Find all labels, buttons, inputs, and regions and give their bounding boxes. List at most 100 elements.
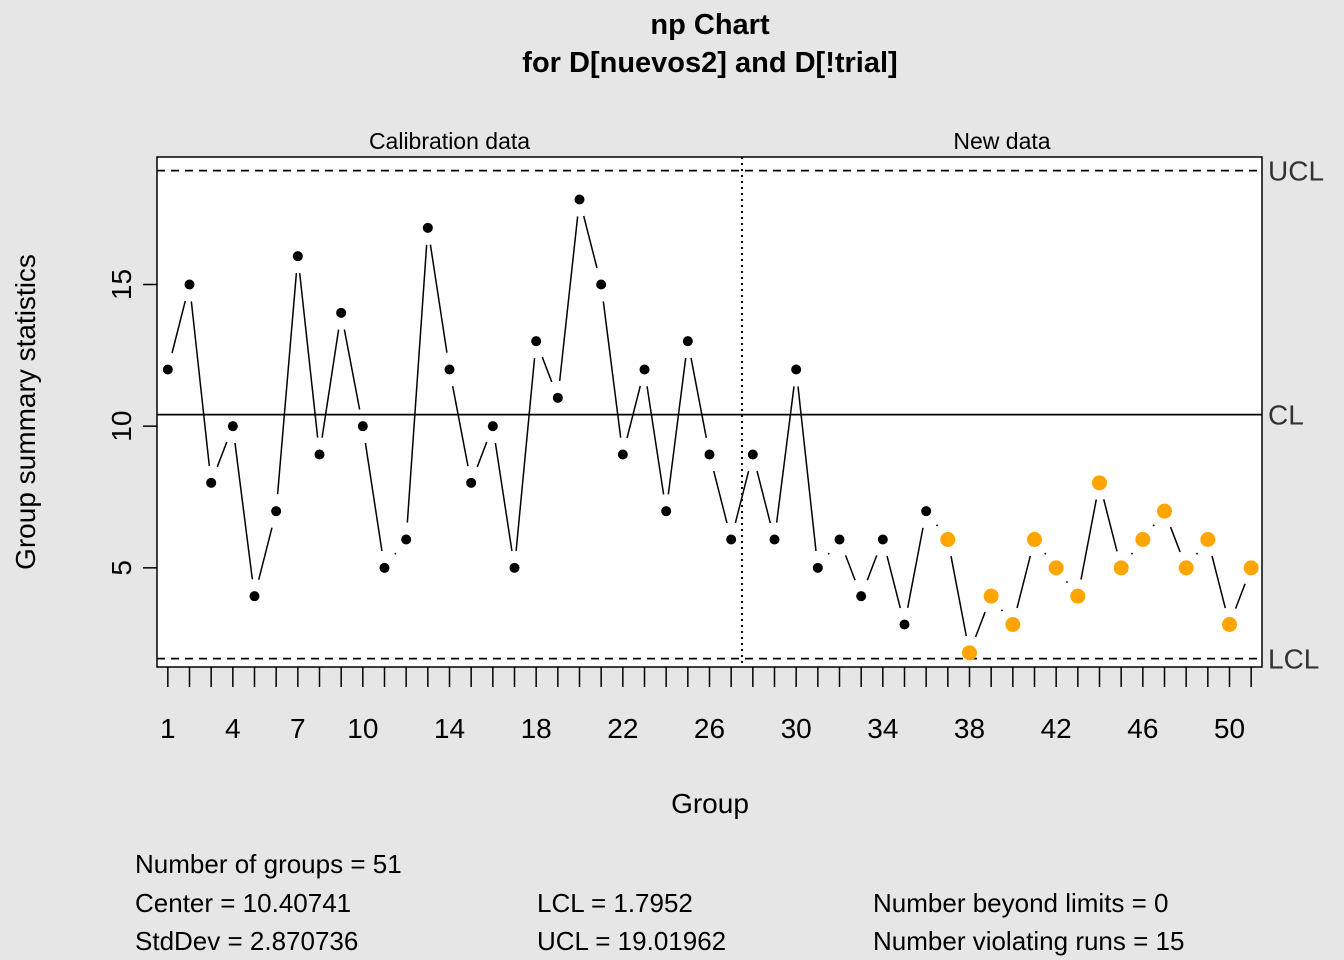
data-point [791,364,802,375]
series-segment [626,385,642,439]
violating-point [1200,532,1216,547]
data-point [856,591,867,602]
x-tick-label: 50 [1214,713,1245,744]
series-segment [1130,552,1134,555]
series-segment [712,470,728,524]
x-axis-label: Group [671,788,749,819]
series-segment [558,216,579,382]
series-segment [451,386,469,467]
x-tick-label: 4 [225,713,241,744]
chart-title: np Chart [650,9,770,41]
x-tick-label: 22 [607,713,638,744]
series-segment [935,524,939,527]
series-segment [690,357,708,438]
data-point [617,449,628,460]
data-point [921,506,932,517]
violating-point [1048,560,1064,576]
series-segment [257,527,273,580]
stat-center: Center = 10.40741 [135,888,352,918]
data-point [184,279,195,290]
y-axis-label: Group summary statistics [10,254,41,570]
data-point [444,364,455,375]
lcl-label: LCL [1268,644,1319,675]
violating-point [1178,560,1194,576]
data-point [726,534,737,545]
series-segment [866,555,878,581]
data-point [531,336,542,347]
series-segment [276,273,298,495]
series-segment [476,441,488,468]
data-point [747,449,758,460]
data-point [292,251,303,262]
violating-point [983,588,999,604]
series-segment [541,356,553,383]
x-tick-label: 30 [781,713,812,744]
series-segment [646,386,665,495]
data-point [834,534,845,545]
series-segment [797,386,817,552]
x-tick-label: 10 [347,713,378,744]
series-segment [602,301,622,438]
data-point [227,421,238,432]
data-point [249,591,260,602]
series-segment [406,244,428,523]
series-segment [775,386,795,523]
data-point [769,534,780,545]
series-segment [1169,526,1181,553]
violating-point [962,645,977,661]
series-segment [950,556,968,637]
violating-point [1222,617,1237,632]
violating-point [1135,532,1151,547]
series-segment [734,470,750,524]
data-point [422,222,433,233]
series-segment [756,470,772,524]
series-segment [171,300,187,354]
ucl-label: UCL [1268,156,1324,187]
series-segment [886,555,902,609]
series-segment [1211,555,1227,609]
data-point [357,421,368,432]
series-segment [216,441,228,468]
series-segment [974,611,986,638]
series-segment [343,329,361,410]
violating-point [1157,503,1172,519]
x-tick-label: 34 [867,713,898,744]
data-point [401,534,412,545]
data-point [574,194,585,205]
series-segment [582,215,598,269]
data-point [812,562,823,573]
series-segment [1044,552,1047,555]
violating-point [940,532,956,547]
stat-beyond-limits: Number beyond limits = 0 [873,888,1169,918]
data-point [509,562,520,573]
plot-area [156,156,1263,668]
stat-lcl: LCL = 1.7952 [537,888,693,918]
data-point [336,307,347,318]
x-tick-label: 18 [521,713,552,744]
series-segment [1195,552,1199,555]
stat-violating-runs: Number violating runs = 15 [873,926,1185,956]
data-point [271,506,282,517]
x-tick-label: 46 [1127,713,1158,744]
series-segment [1065,580,1069,584]
data-point [639,364,650,375]
stat-ucl: UCL = 19.01962 [537,926,727,956]
data-point [162,364,173,375]
stat-number-of-groups: Number of groups = 51 [135,849,402,879]
data-point [552,392,563,403]
series-segment [1016,555,1032,609]
cl-label: CL [1268,400,1304,431]
series-segment [515,358,536,551]
series-segment [364,442,383,552]
y-tick-label: 5 [106,560,137,576]
series-segment [1152,524,1155,527]
series-segment [429,244,448,353]
x-tick-label: 14 [434,713,465,744]
section-label-1: Calibration data [369,128,530,154]
violating-point [1243,560,1259,576]
section-label-2: New data [953,128,1050,154]
series-segment [827,552,830,555]
x-tick-label: 42 [1041,713,1072,744]
series-segment [667,357,687,495]
